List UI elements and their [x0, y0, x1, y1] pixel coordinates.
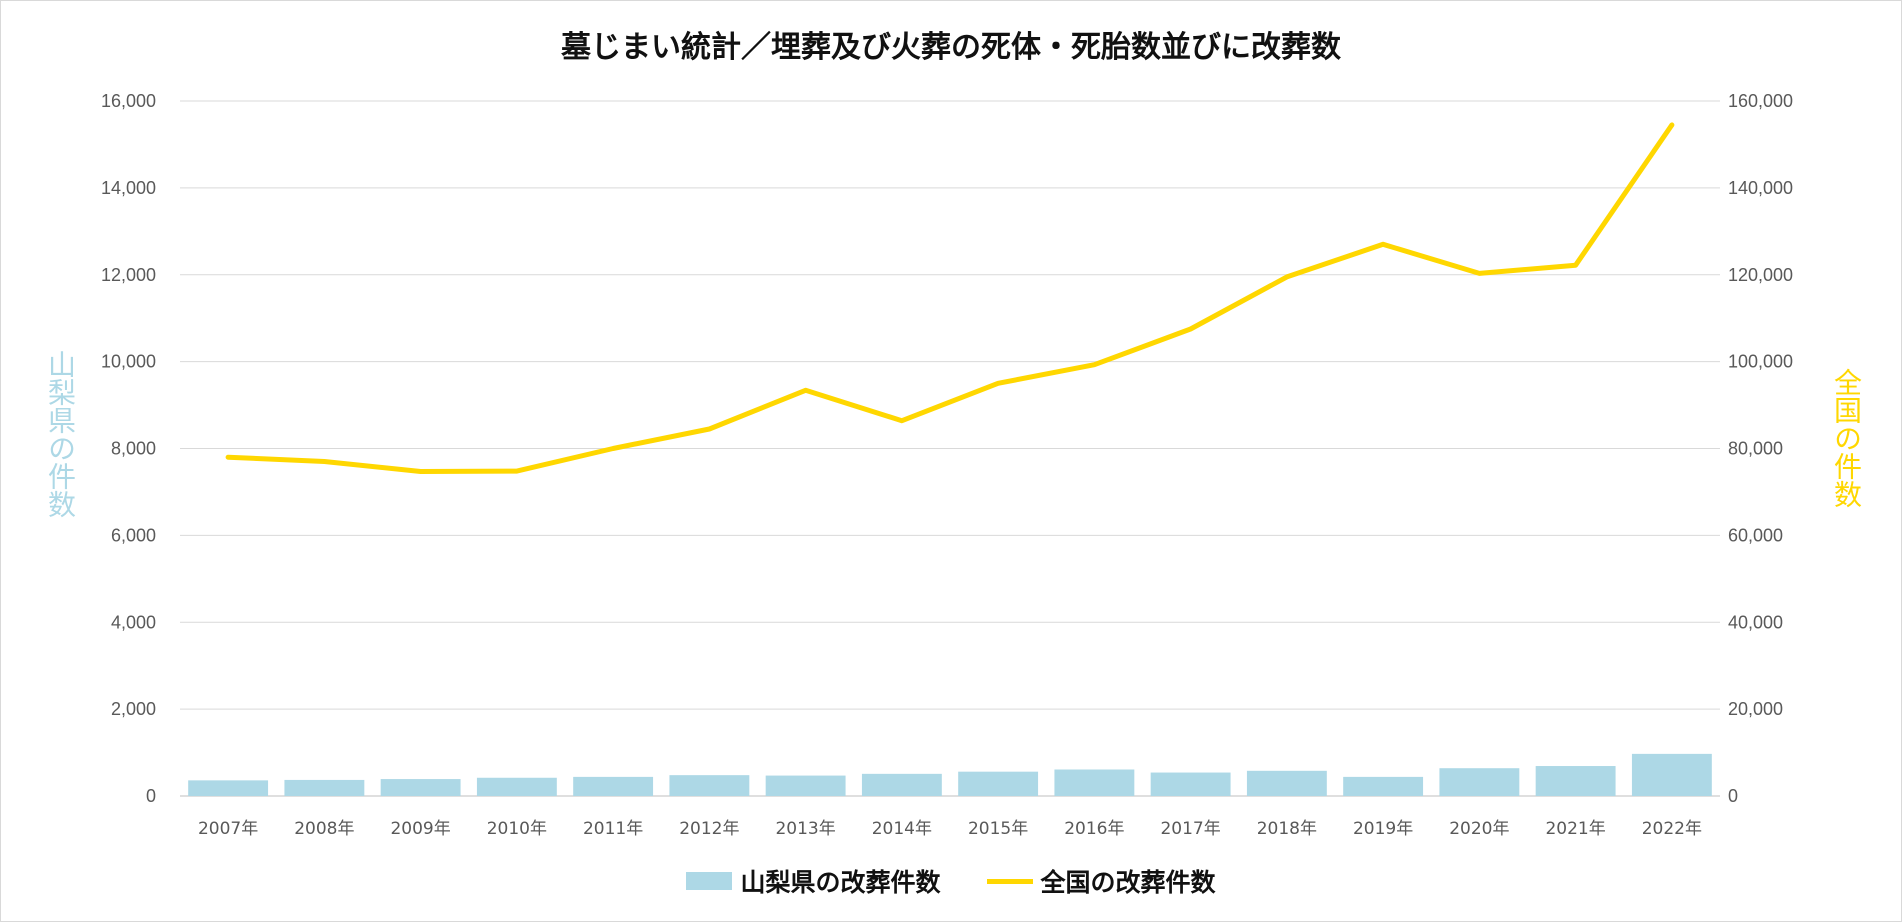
x-tick-label: 2020年 [1449, 819, 1509, 839]
x-tick-label: 2014年 [872, 819, 932, 839]
bar [765, 775, 846, 796]
chart-title: 墓じまい統計／埋葬及び火葬の死体・死胎数並びに改葬数 [561, 30, 1341, 65]
left-tick-label: 14,000 [101, 178, 156, 198]
right-tick-label: 120,000 [1728, 265, 1793, 285]
right-tick-label: 40,000 [1728, 612, 1783, 632]
legend-label-prefecture: 山梨県の改葬件数 [740, 868, 941, 897]
left-tick-label: 0 [146, 786, 156, 806]
right-tick-label: 160,000 [1728, 91, 1793, 111]
left-tick-label: 8,000 [111, 439, 156, 459]
bar [573, 776, 654, 796]
x-tick-label: 2007年 [198, 819, 258, 839]
x-tick-label: 2012年 [679, 819, 739, 839]
right-tick-label: 140,000 [1728, 178, 1793, 198]
x-tick-label: 2017年 [1160, 819, 1220, 839]
x-tick-label: 2016年 [1064, 819, 1124, 839]
bar [669, 775, 750, 796]
x-tick-label: 2019年 [1353, 819, 1413, 839]
bar [1054, 769, 1135, 796]
legend-item-national: 全国の改葬件数 [986, 863, 1216, 899]
bar [284, 779, 365, 796]
line-series [225, 122, 1675, 474]
x-axis-ticks: 2007年 2008年 2009年 2010年 2011年 2012年 2013年 2014年… [198, 819, 1702, 839]
bar [1535, 766, 1616, 796]
bar [1439, 768, 1520, 796]
x-tick-label: 2009年 [390, 819, 450, 839]
right-axis-title: 全国の件数 [1830, 368, 1863, 508]
right-tick-label: 0 [1728, 786, 1738, 806]
right-tick-label: 60,000 [1728, 525, 1783, 545]
x-tick-label: 2008年 [294, 819, 354, 839]
legend-line-swatch [986, 878, 1033, 884]
x-tick-label: 2015年 [968, 819, 1028, 839]
bar [1343, 776, 1424, 796]
right-tick-label: 80,000 [1728, 439, 1783, 459]
bar [1631, 753, 1712, 796]
bar [1246, 770, 1327, 796]
x-tick-label: 2011年 [583, 819, 643, 839]
right-axis-ticks: 0 20,000 40,000 60,000 80,000 100,000 120,000 1… [1728, 91, 1793, 806]
x-tick-label: 2018年 [1257, 819, 1317, 839]
bar [380, 779, 461, 796]
legend-bar-swatch [686, 872, 733, 890]
right-tick-label: 100,000 [1728, 352, 1793, 372]
bar-series [188, 753, 1712, 796]
gridlines [180, 100, 1720, 797]
left-tick-label: 4,000 [111, 612, 156, 632]
left-tick-label: 6,000 [111, 525, 156, 545]
national-series-line [225, 122, 1675, 474]
legend-item-prefecture: 山梨県の改葬件数 [686, 863, 941, 899]
left-tick-label: 12,000 [101, 265, 156, 285]
legend-label-national: 全国の改葬件数 [1040, 868, 1216, 897]
legend: 山梨県の改葬件数 全国の改葬件数 [0, 863, 1902, 899]
left-tick-label: 10,000 [101, 352, 156, 372]
left-axis-ticks: 0 2,000 4,000 6,000 8,000 10,000 12,000 14,000 1… [101, 91, 156, 806]
bar [861, 773, 942, 796]
left-tick-label: 16,000 [101, 91, 156, 111]
x-tick-label: 2013年 [775, 819, 835, 839]
bar [476, 777, 557, 796]
left-tick-label: 2,000 [111, 699, 156, 719]
x-tick-label: 2010年 [487, 819, 547, 839]
bar [1150, 772, 1231, 796]
x-tick-label: 2022年 [1642, 819, 1702, 839]
bar [958, 771, 1039, 796]
x-tick-label: 2021年 [1545, 819, 1605, 839]
right-tick-label: 20,000 [1728, 699, 1783, 719]
bar [188, 780, 269, 796]
left-axis-title: 山梨県の件数 [44, 350, 77, 518]
